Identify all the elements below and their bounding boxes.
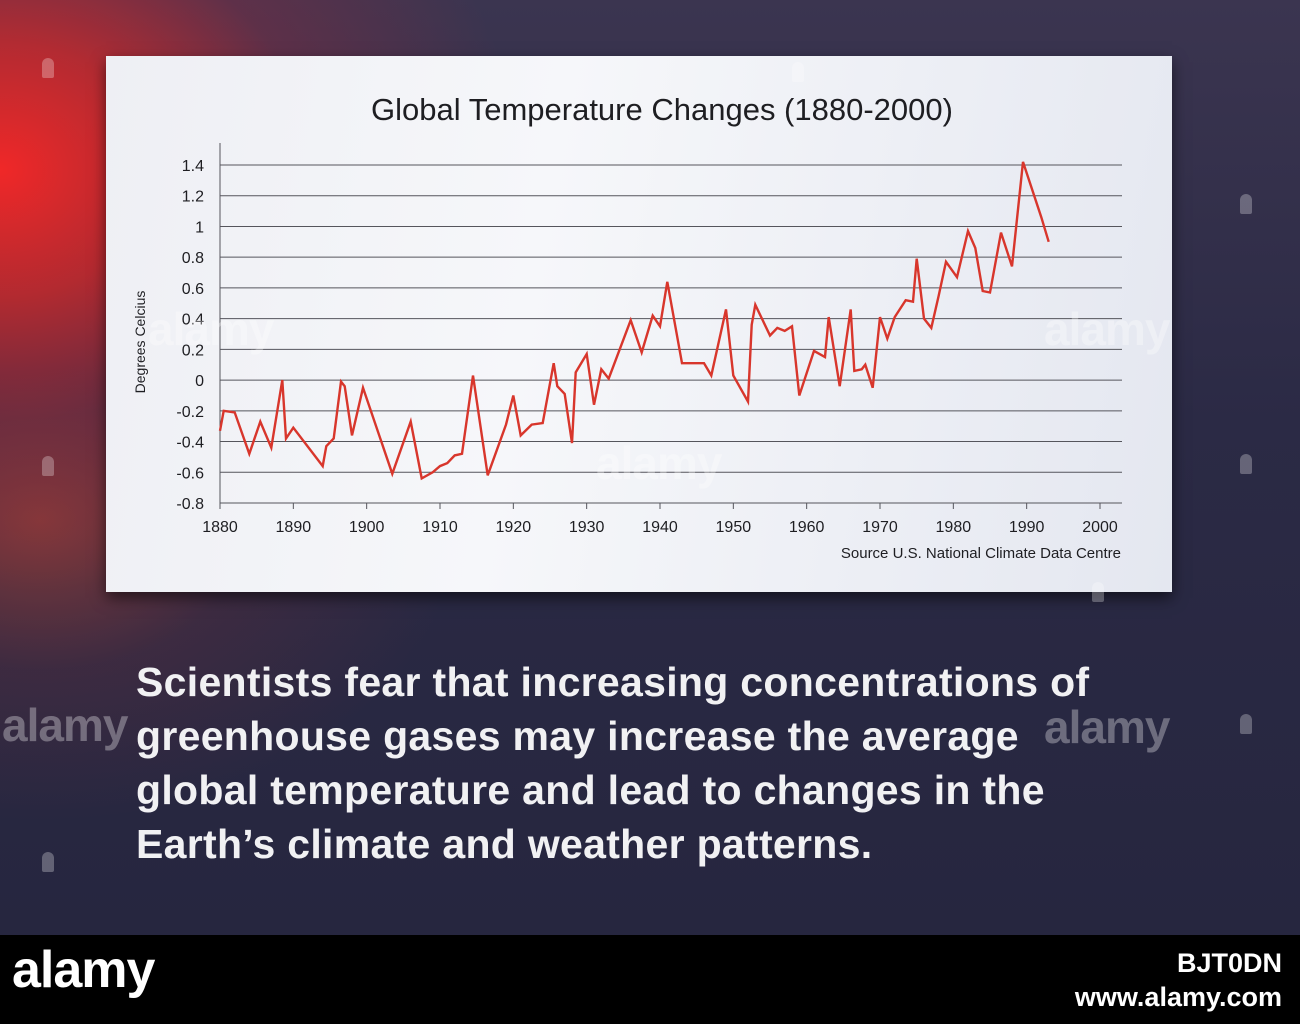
watermark-mark	[42, 456, 54, 476]
x-tick-label: 1980	[936, 519, 972, 536]
watermark-mark	[1240, 714, 1252, 734]
watermark-logo: alamy	[596, 437, 722, 489]
y-tick-label: 0.8	[182, 250, 204, 267]
y-tick-label: -0.6	[176, 465, 204, 482]
watermark-mark	[792, 62, 804, 82]
footer-image-id: BJT0DN	[1176, 948, 1282, 978]
x-tick-label: 1990	[1009, 519, 1045, 536]
watermark-mark	[1240, 454, 1252, 474]
y-tick-label: 0	[195, 373, 204, 390]
x-tick-label: 1880	[202, 519, 238, 536]
y-tick-label: -0.8	[176, 496, 204, 513]
y-tick-label: 1	[195, 219, 204, 236]
watermark-logo: alamy	[1044, 303, 1170, 355]
caption-line: greenhouse gases may increase the averag…	[136, 713, 1019, 759]
stock-footer-bar	[0, 935, 1300, 1024]
x-tick-label: 1920	[496, 519, 532, 536]
y-tick-label: -0.4	[176, 435, 204, 452]
y-tick-label: 0.4	[182, 312, 204, 329]
watermark-logo: alamy	[2, 699, 128, 751]
chart-board: Global Temperature Changes (1880-2000) D…	[106, 56, 1172, 592]
watermark-mark	[1240, 194, 1252, 214]
x-tick-label: 1940	[642, 519, 678, 536]
watermark-logo: alamy	[1044, 701, 1170, 753]
y-tick-label: 0.6	[182, 281, 204, 298]
x-tick-label: 1910	[422, 519, 458, 536]
footer-url: www.alamy.com	[1074, 982, 1282, 1012]
x-tick-label: 1950	[716, 519, 752, 536]
temperature-series-line	[218, 161, 1050, 481]
x-tick-label: 1930	[569, 519, 605, 536]
caption-line: Scientists fear that increasing concentr…	[136, 659, 1090, 705]
temperature-chart: Global Temperature Changes (1880-2000) D…	[132, 92, 1122, 562]
x-tick-label: 1970	[862, 519, 898, 536]
y-tick-label: 1.2	[182, 189, 204, 206]
grid-lines	[219, 143, 1122, 509]
exhibit-caption: Scientists fear that increasing concentr…	[136, 655, 1256, 871]
x-tick-label: 1890	[276, 519, 312, 536]
y-tick-label: 1.4	[182, 158, 204, 175]
watermark-logo: alamy	[148, 303, 274, 355]
series-layer	[218, 161, 1050, 481]
caption-line: global temperature and lead to changes i…	[136, 767, 1045, 813]
y-tick-label: -0.2	[176, 404, 204, 421]
x-tick-label: 1960	[789, 519, 825, 536]
x-tick-label: 2000	[1082, 519, 1118, 536]
caption-line: Earth’s climate and weather patterns.	[136, 821, 873, 867]
watermark-mark	[42, 852, 54, 872]
footer-logo: alamy	[12, 941, 155, 999]
chart-source: Source U.S. National Climate Data Centre	[841, 545, 1121, 562]
chart-title: Global Temperature Changes (1880-2000)	[371, 92, 953, 127]
x-tick-labels: 1880 1890 1900 1910 1920 1930 1940 1950 1960 1970…	[202, 519, 1118, 536]
exhibit-panel: Global Temperature Changes (1880-2000) D…	[0, 0, 1300, 935]
y-axis-label: Degrees Celcius	[132, 291, 148, 394]
x-tick-label: 1900	[349, 519, 385, 536]
watermark-mark	[42, 58, 54, 78]
y-tick-label: 0.2	[182, 342, 204, 359]
watermark-mark	[1092, 582, 1104, 602]
y-tick-labels: 1.4 1.2 1 0.8 0.6 0.4 0.2 0 -0.2 -0.4 -0.6 -0.8	[176, 158, 204, 513]
